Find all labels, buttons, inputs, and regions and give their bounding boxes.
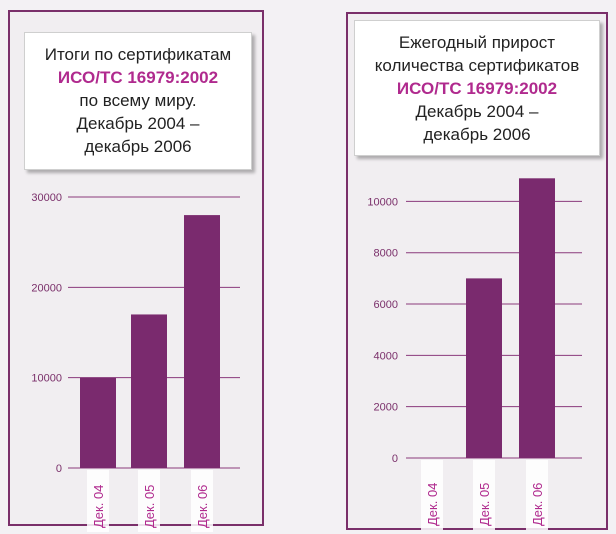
x-category-label: Дек. 06 [530,483,545,526]
x-category-label: Дек. 04 [425,483,440,526]
title-line: количества сертификатов [374,56,580,75]
bar-3 [519,178,555,458]
y-tick-label: 2000 [374,402,398,414]
category-label-background [87,470,109,532]
title-line-standard: ИСО/ТС 16979:2002 [396,79,558,98]
y-tick-label: 30000 [31,192,62,204]
title-line: Ежегодный прирост [398,33,556,52]
bar-2 [131,314,167,468]
x-category-label: Дек. 05 [142,485,157,528]
title-line: по всему миру. [79,91,197,110]
cumulative-certificates-bar-chart: 0 10000 20000 30000 Дек. 04 Дек. 05 Дек. 06 [31,192,240,532]
category-label-background [138,470,160,532]
title-line: декабрь 2006 [423,125,531,144]
y-tick-label: 0 [392,453,398,465]
y-tick-label: 10000 [31,373,62,385]
bar-3 [184,215,220,468]
bar-2 [466,278,502,458]
y-tick-label: 0 [56,463,62,475]
category-label-background [191,470,213,532]
x-category-label: Дек. 05 [477,483,492,526]
right-chart-panel: Ежегодный прирост количества сертификато… [346,12,608,530]
right-chart-title: Ежегодный прирост количества сертификато… [354,20,600,156]
annual-growth-bar-chart: 0 2000 4000 6000 8000 10000 Дек. 04 Дек. 05 Дек.… [367,178,582,530]
title-line: Итоги по сертификатам [44,45,232,64]
left-chart-panel: Итоги по сертификатам ИСО/ТС 16979:2002 … [8,10,264,532]
category-label-background [421,460,443,530]
left-chart-title: Итоги по сертификатам ИСО/ТС 16979:2002 … [24,32,252,170]
bar-1 [80,377,116,468]
y-tick-label: 6000 [374,299,398,311]
y-tick-label: 20000 [31,282,62,294]
x-category-label: Дек. 06 [195,485,210,528]
y-tick-label: 8000 [374,248,398,260]
title-line-standard: ИСО/ТС 16979:2002 [57,68,219,87]
title-line: декабрь 2006 [84,137,192,156]
y-tick-label: 10000 [367,196,398,208]
y-tick-label: 4000 [374,350,398,362]
category-label-background [473,460,495,530]
title-line: Декабрь 2004 – [76,114,200,133]
title-line: Декабрь 2004 – [415,102,539,121]
x-category-label: Дек. 04 [91,485,106,528]
category-label-background [526,460,548,530]
